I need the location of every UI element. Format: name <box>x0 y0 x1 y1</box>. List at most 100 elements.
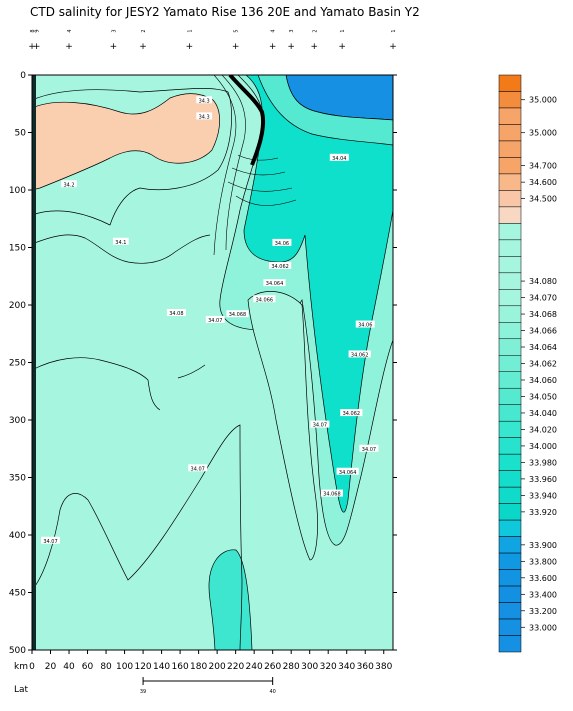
contour-label: 34.064 <box>339 470 357 476</box>
colorbar-swatch <box>498 602 522 620</box>
contour-label: 34.062 <box>271 264 289 270</box>
colorbar-swatch <box>498 585 522 603</box>
colorbar-label: 33.960 <box>529 475 557 484</box>
lat-tick-label: 40 <box>269 689 275 695</box>
contour-label-bg <box>166 309 186 317</box>
station-label: 2 <box>312 29 318 32</box>
x-tick-label: 380 <box>375 662 392 672</box>
station-marker: + <box>110 42 118 52</box>
x-tick-label: 40 <box>63 662 75 672</box>
contour-label: 34.064 <box>266 281 284 287</box>
y-tick-label: 0 <box>20 71 26 81</box>
contour-label: 34.07 <box>362 447 376 453</box>
station-marker: + <box>269 42 277 52</box>
colorbar-swatch <box>498 223 522 241</box>
station-marker: + <box>186 42 194 52</box>
colorbar-swatch <box>498 107 522 125</box>
x-tick-label: 280 <box>283 662 300 672</box>
contour-label: 34.06 <box>358 323 372 329</box>
colorbar-swatch <box>498 387 522 405</box>
contour-label: 34.062 <box>343 411 361 417</box>
colorbar-label: 34.080 <box>529 277 557 286</box>
y-tick-label: 200 <box>9 301 26 311</box>
x-axis-label: km <box>14 662 28 672</box>
contour-label-bg <box>348 350 371 358</box>
colorbar: 35.000 35.000 34.700 34.600 34.500 34.080 34.0… <box>498 74 557 653</box>
station-marker: + <box>232 42 240 52</box>
contour-label: 34.3 <box>199 114 210 120</box>
colorbar-swatch <box>498 371 522 389</box>
contour-label-bg <box>268 261 292 269</box>
colorbar-label: 33.000 <box>529 623 557 632</box>
contour-label-bg <box>340 409 363 417</box>
contour-label-bg <box>272 238 292 246</box>
salinity-34200-line <box>32 88 232 226</box>
station-label: 5 <box>234 29 240 32</box>
front-line-heavy <box>228 75 265 166</box>
colorbar-swatch <box>498 569 522 587</box>
contour-label: 34.07 <box>208 318 222 324</box>
station-label: 8 <box>30 29 36 32</box>
colorbar-label: 33.400 <box>529 590 557 599</box>
y-tick-label: 350 <box>9 474 26 484</box>
contour-label-bg <box>61 180 77 188</box>
station-marker: + <box>139 42 147 52</box>
station-marker: + <box>33 42 41 52</box>
colorbar-swatch <box>498 552 522 570</box>
contour-label: 34.062 <box>351 352 369 358</box>
colorbar-swatch <box>498 618 522 636</box>
colorbar-label: 34.500 <box>529 195 557 204</box>
colorbar-label: 33.800 <box>529 557 557 566</box>
station-label: 4 <box>271 29 277 32</box>
contour-label: 34.068 <box>229 312 247 318</box>
colorbar-swatch <box>498 536 522 554</box>
station-label: 3 <box>289 29 295 32</box>
contour-label-bg <box>196 96 213 104</box>
colorbar-label: 33.900 <box>529 541 557 550</box>
colorbar-swatch <box>498 74 522 92</box>
contour-label-bg <box>41 536 61 544</box>
colorbar-swatch <box>498 272 522 290</box>
contour-label-bg <box>355 320 375 328</box>
contour-label: 34.06 <box>275 241 289 247</box>
colorbar-swatch <box>498 437 522 455</box>
colorbar-label: 34.068 <box>529 310 557 319</box>
station-marker: + <box>287 42 295 52</box>
x-tick-label: 140 <box>153 662 170 672</box>
colorbar-label: 34.020 <box>529 425 557 434</box>
lower-isoline <box>32 424 243 650</box>
colorbar-swatch <box>498 635 522 653</box>
chart-title: CTD salinity for JESY2 Yamato Rise 136 2… <box>30 5 420 19</box>
colorbar-label: 33.920 <box>529 508 557 517</box>
x-tick-label: 0 <box>29 662 35 672</box>
colorbar-label: 34.062 <box>529 360 557 369</box>
x-tick-label: 260 <box>264 662 281 672</box>
station-label: 4 <box>67 29 73 32</box>
station-marker: + <box>65 42 73 52</box>
station-label: 1 <box>391 29 397 32</box>
colorbar-label: 34.000 <box>529 442 557 451</box>
high-salinity-band <box>32 93 220 191</box>
x-tick-label: 300 <box>301 662 318 672</box>
x-tick-label: 80 <box>100 662 112 672</box>
contour-label: 34.04 <box>332 156 346 162</box>
station-label: 3 <box>111 29 117 32</box>
contour-label: 34.08 <box>169 311 183 317</box>
station-marker: + <box>338 42 346 52</box>
y-tick-label: 300 <box>9 416 26 426</box>
bottom-mask-left <box>32 75 36 650</box>
y-axis: 0 50 100 150 200 250 300 350 400 450 500 <box>9 71 397 656</box>
contour-label: 34.2 <box>63 182 74 188</box>
colorbar-swatch <box>498 206 522 224</box>
contour-label-bg <box>205 315 225 323</box>
contour-label-bg <box>196 112 213 120</box>
colorbar-label: 33.980 <box>529 458 557 467</box>
contour-label: 34.07 <box>191 466 205 472</box>
x-tick-label: 240 <box>246 662 263 672</box>
x-tick-label: 20 <box>45 662 57 672</box>
basin-inflow <box>247 291 318 561</box>
colorbar-label: 34.050 <box>529 392 557 401</box>
colorbar-swatch <box>498 486 522 504</box>
colorbar-swatch <box>498 173 522 191</box>
station-marker: + <box>311 42 319 52</box>
